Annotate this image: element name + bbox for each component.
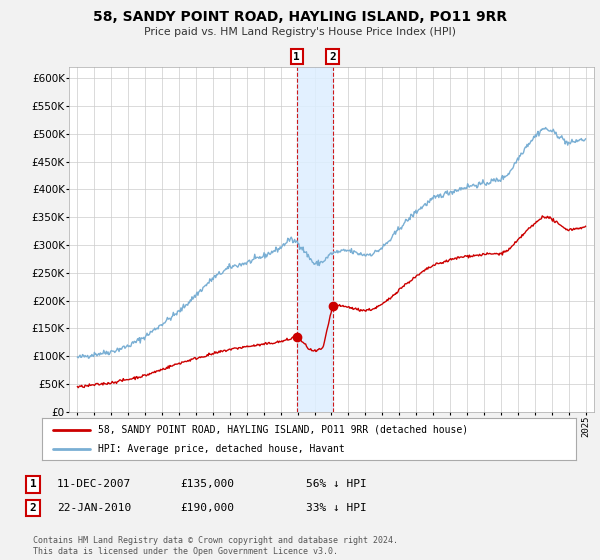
Text: 58, SANDY POINT ROAD, HAYLING ISLAND, PO11 9RR: 58, SANDY POINT ROAD, HAYLING ISLAND, PO…: [93, 10, 507, 24]
Bar: [297, 67, 332, 412]
Text: 1: 1: [293, 52, 300, 62]
Text: Price paid vs. HM Land Registry's House Price Index (HPI): Price paid vs. HM Land Registry's House …: [144, 27, 456, 37]
Text: 22-JAN-2010: 22-JAN-2010: [57, 503, 131, 513]
Text: 11-DEC-2007: 11-DEC-2007: [57, 479, 131, 489]
Text: £135,000: £135,000: [180, 479, 234, 489]
Text: 58, SANDY POINT ROAD, HAYLING ISLAND, PO11 9RR (detached house): 58, SANDY POINT ROAD, HAYLING ISLAND, PO…: [98, 424, 468, 435]
Text: 2: 2: [329, 52, 336, 62]
Text: Contains HM Land Registry data © Crown copyright and database right 2024.
This d: Contains HM Land Registry data © Crown c…: [33, 536, 398, 556]
Text: £190,000: £190,000: [180, 503, 234, 513]
Text: 33% ↓ HPI: 33% ↓ HPI: [306, 503, 367, 513]
Text: 1: 1: [29, 479, 37, 489]
Text: 2: 2: [29, 503, 37, 513]
Text: 56% ↓ HPI: 56% ↓ HPI: [306, 479, 367, 489]
Text: HPI: Average price, detached house, Havant: HPI: Average price, detached house, Hava…: [98, 444, 345, 454]
